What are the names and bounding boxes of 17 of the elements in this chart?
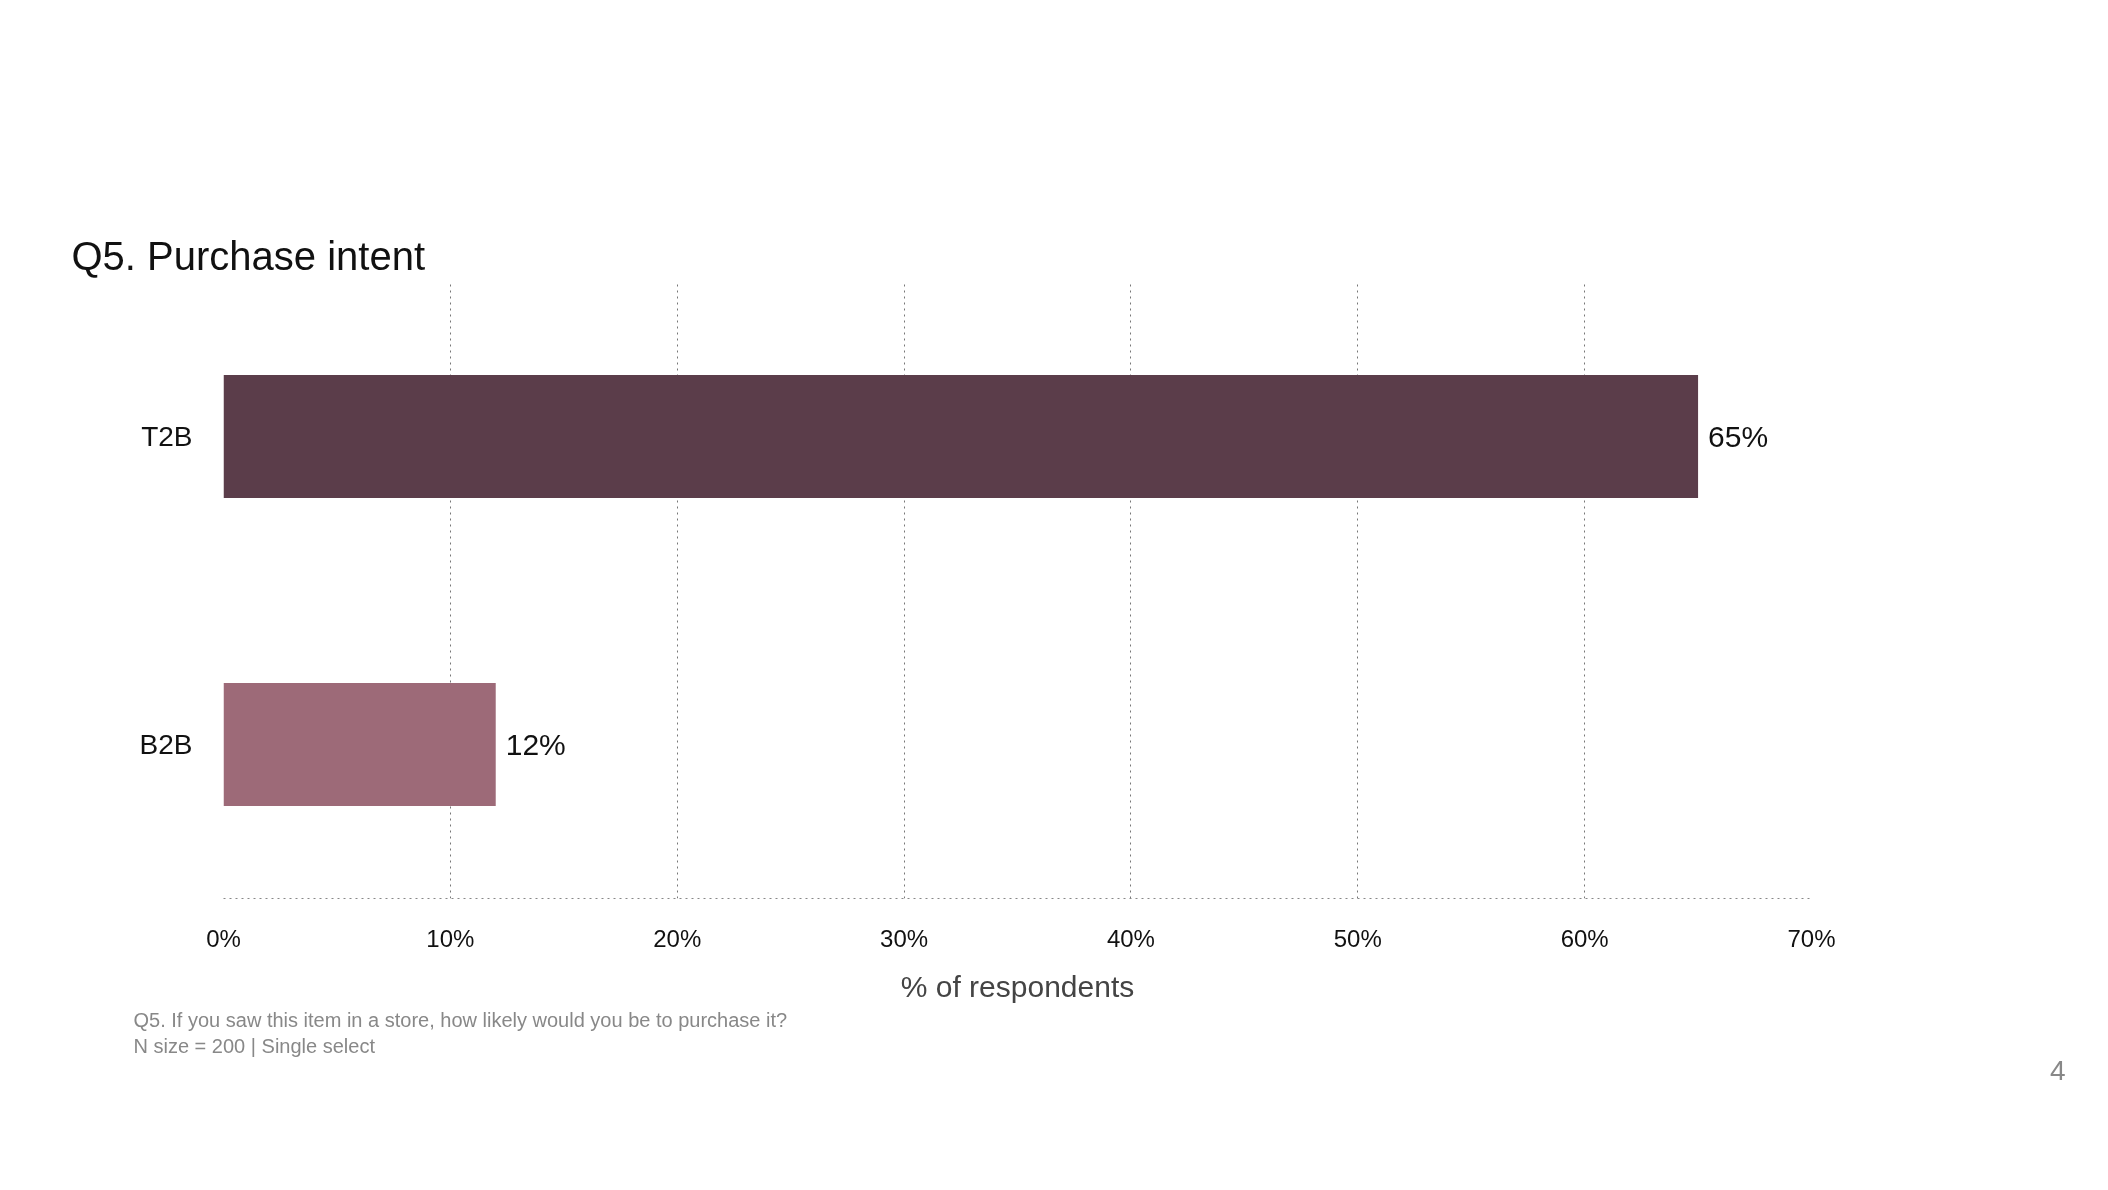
x-tick-label: 70%	[1787, 924, 1836, 952]
x-tick-label: 30%	[880, 924, 929, 952]
x-tick-label: 0%	[206, 924, 241, 952]
x-tick-label: 40%	[1106, 924, 1155, 952]
x-axis-title: % of respondents	[900, 969, 1135, 1003]
text: Q5. If you saw this item in a store, how likely would you be to purchase it?	[133, 1008, 788, 1031]
chart-title: Q5. Purchase intent	[71, 233, 426, 278]
data-label: 65%	[1708, 420, 1769, 453]
text: N size = 200 | Single select	[133, 1034, 376, 1057]
y-tick-label: T2B	[141, 421, 193, 452]
x-tick-label: 10%	[426, 924, 475, 952]
x-tick-label: 50%	[1333, 924, 1382, 952]
data-label: 12%	[505, 728, 566, 761]
y-tick-label: B2B	[139, 729, 193, 760]
x-tick-label: 20%	[653, 924, 702, 952]
text: 4	[2049, 1054, 2066, 1086]
x-tick-label: 60%	[1560, 924, 1609, 952]
